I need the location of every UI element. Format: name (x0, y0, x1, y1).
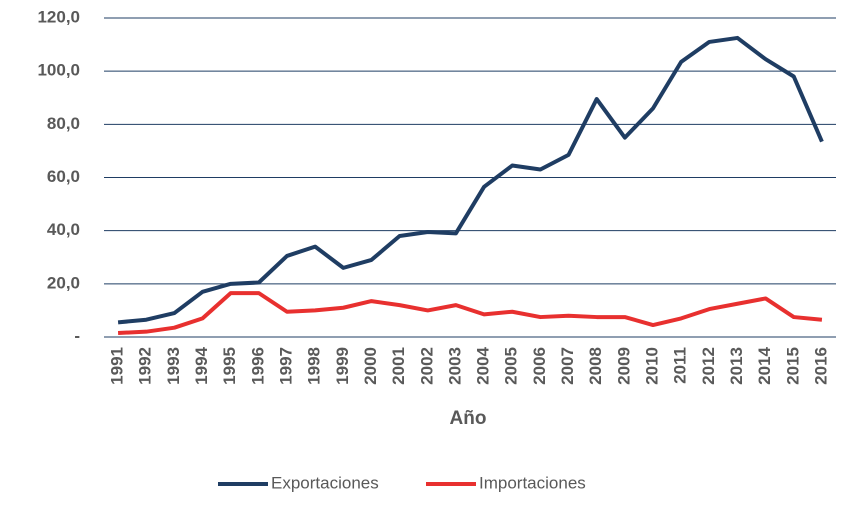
x-tick-label: 2012 (699, 347, 718, 385)
x-axis-title: Año (450, 408, 487, 429)
x-tick-label: 2001 (389, 347, 408, 385)
x-tick-label: 2015 (783, 347, 802, 385)
y-tick-label: - (74, 326, 80, 345)
legend-label: Importaciones (479, 473, 586, 492)
x-tick-label: 1992 (136, 347, 155, 385)
x-tick-label: 2014 (755, 346, 774, 384)
x-tick-label: 1997 (276, 347, 295, 385)
x-tick-label: 2003 (445, 347, 464, 385)
x-tick-label: 2004 (474, 346, 493, 384)
x-tick-label: 1995 (220, 347, 239, 385)
x-tick-label: 2000 (361, 347, 380, 385)
x-tick-label: 1999 (333, 347, 352, 385)
y-tick-label: 60,0 (47, 167, 80, 186)
x-tick-label: 2007 (558, 347, 577, 385)
x-tick-label: 2005 (502, 347, 521, 385)
x-tick-label: 2002 (417, 347, 436, 385)
x-tick-label: 1998 (305, 347, 324, 385)
x-tick-label: 1993 (164, 347, 183, 385)
y-tick-label: 80,0 (47, 114, 80, 133)
series-line (117, 291, 823, 336)
y-tick-label: 100,0 (37, 61, 80, 80)
x-tick-label: 2016 (811, 347, 830, 385)
series-line (117, 35, 824, 325)
x-tick-label: 1994 (192, 346, 211, 384)
x-tick-label: 2009 (614, 347, 633, 385)
y-tick-label: 20,0 (47, 273, 80, 292)
x-tick-label: 2010 (642, 347, 661, 385)
x-tick-label: 1996 (248, 347, 267, 385)
legend-label: Exportaciones (271, 473, 379, 492)
y-tick-label: 40,0 (47, 220, 80, 239)
x-tick-label: 2013 (727, 347, 746, 385)
x-tick-label: 2008 (586, 347, 605, 385)
x-tick-label: 2011 (671, 347, 690, 384)
x-tick-label: 2006 (530, 347, 549, 385)
x-tick-label: 1991 (108, 347, 127, 385)
y-tick-label: 120,0 (37, 7, 80, 26)
